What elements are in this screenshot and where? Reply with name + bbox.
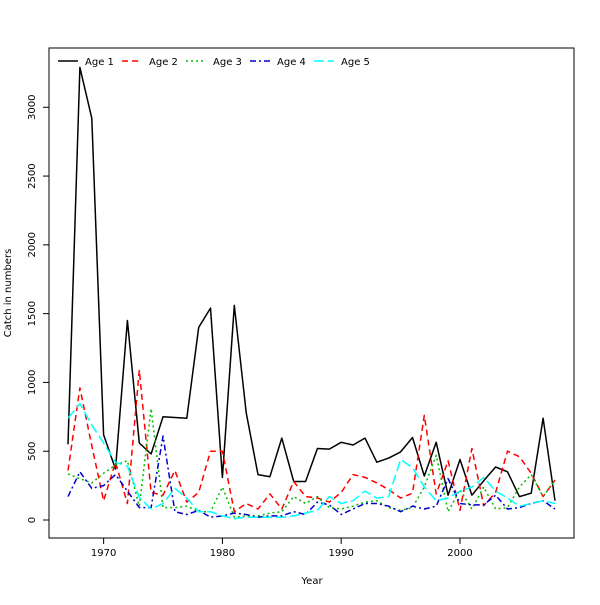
series-layer [67,66,556,520]
y-tick-label: 500 [27,442,38,461]
legend-label-age-5: Age 5 [341,57,370,68]
x-axis-title: Year [300,576,323,587]
x-tick-label: 2000 [447,548,472,559]
plot-frame [48,47,575,539]
legend: Age 1 Age 2 Age 3 Age 4 Age 5 [58,57,370,68]
x-tick-label: 1970 [91,548,116,559]
series-line-age-2 [67,369,556,513]
y-tick-label: 2000 [27,232,38,257]
y-axis-title: Catch in numbers [3,249,14,338]
legend-label-age-3: Age 3 [213,57,242,68]
y-tick-label: 0 [27,517,38,523]
series-line-age-5 [67,402,556,520]
y-tick-label: 3000 [27,95,38,120]
legend-label-age-1: Age 1 [85,57,114,68]
x-tick-label: 1990 [328,548,353,559]
x-axis: 1970 1980 1990 2000 [91,538,473,559]
y-tick-label: 1500 [27,301,38,326]
legend-label-age-2: Age 2 [149,57,178,68]
series-line-age-1 [67,66,556,501]
y-tick-label: 1000 [27,370,38,395]
series-line-age-4 [67,435,556,518]
y-tick-label: 2500 [27,163,38,188]
y-axis: 0 500 1000 1500 2000 2500 3000 [27,95,49,523]
x-tick-label: 1980 [210,548,235,559]
legend-label-age-4: Age 4 [277,57,306,68]
